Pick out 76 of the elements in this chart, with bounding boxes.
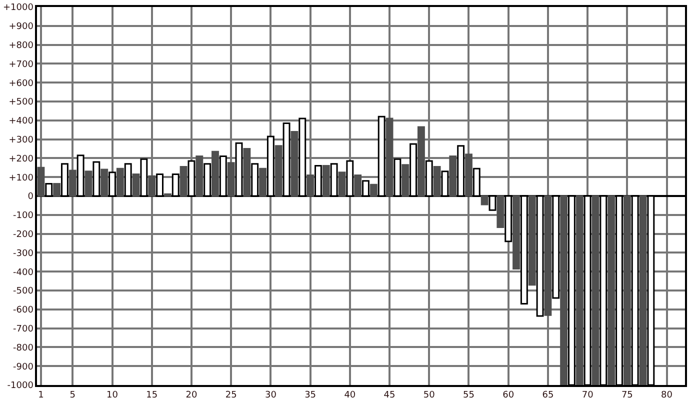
bar [148,175,156,197]
bar [306,174,314,197]
x-tick-label: 1 [38,390,44,401]
bar [274,145,282,197]
bar [53,182,61,197]
bar [417,126,425,197]
bar [116,168,124,197]
x-tick-label: 55 [463,390,474,401]
bar [576,195,584,385]
x-tick-label: 5 [70,390,76,401]
bar [386,118,394,197]
x-tick-label: 60 [502,390,514,401]
bar [322,165,330,197]
y-tick-label: -500 [13,286,34,297]
x-tick-label: 50 [423,390,436,401]
x-tick-label: 10 [106,390,118,401]
y-tick-label: +800 [8,40,34,51]
y-tick-label: +200 [8,154,34,164]
x-tick-label: 45 [384,390,396,401]
bar [196,156,204,197]
bar [544,195,552,316]
bar [100,168,108,197]
bar [37,166,45,197]
bar [180,166,188,197]
y-tick-label: +100 [8,173,34,184]
x-tick-label: 35 [304,390,316,401]
bar [290,130,298,197]
x-tick-label: 20 [186,390,198,401]
bar [608,195,616,385]
y-tick-label: +400 [8,116,34,127]
bar [592,195,600,385]
x-tick-label: 70 [582,390,594,401]
bar [465,154,472,197]
y-tick-label: +700 [8,60,34,70]
y-tick-label: -400 [13,268,34,278]
y-tick-label: -1000 [7,381,34,392]
x-tick-label: 30 [264,390,277,401]
y-tick-label: -300 [13,248,34,259]
bar [338,172,346,197]
bar [243,148,251,197]
bar [560,195,568,385]
y-tick-label: +1000 [2,3,34,14]
y-tick-label: -700 [13,324,34,334]
y-tick-label: 0 [28,192,34,202]
bar [480,195,488,206]
bar [212,150,219,197]
y-tick-label: -100 [13,211,34,222]
bar [84,170,92,197]
bar [623,195,631,385]
bar [433,166,441,197]
y-tick-label: +900 [8,22,34,32]
x-tick-label: 65 [542,390,554,401]
bar [354,174,362,197]
y-tick-label: +600 [8,78,34,89]
x-tick-label: 80 [661,390,673,401]
bar [639,195,647,385]
x-tick-label: 15 [146,390,158,401]
y-tick-label: -800 [13,343,34,354]
y-tick-label: -900 [13,362,34,372]
y-tick-label: +500 [8,98,34,108]
bar [402,164,410,197]
y-tick-label: -600 [13,306,34,316]
y-tick-label: +300 [8,135,34,146]
bar [449,156,457,197]
bar [370,184,378,197]
x-tick-label: 40 [344,390,356,401]
bar [512,195,520,270]
bar [528,195,536,286]
bar [259,168,266,197]
y-tick-label: -200 [13,230,34,240]
x-tick-label: 75 [621,390,633,401]
x-tick-label: 25 [225,390,237,401]
bar [68,170,76,197]
bar [227,162,235,197]
bar [132,174,140,197]
bar [496,195,504,228]
